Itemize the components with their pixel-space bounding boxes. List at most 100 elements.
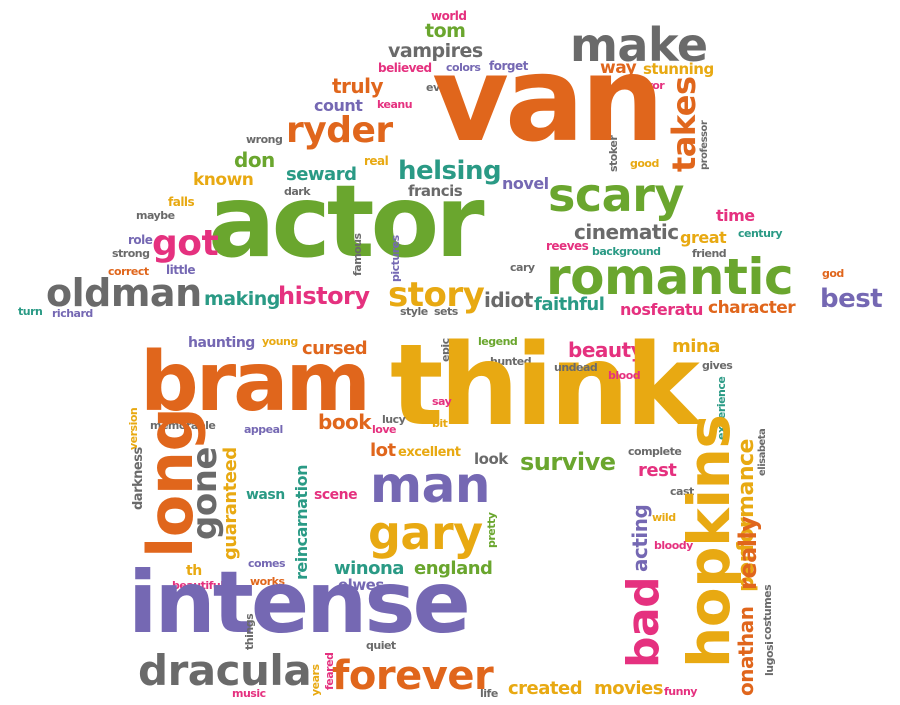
word-scary: scary — [548, 168, 684, 222]
word-turn: turn — [18, 305, 43, 318]
word-time: time — [716, 206, 755, 225]
word-life: life — [480, 687, 498, 700]
word-feared: feared — [323, 652, 336, 690]
word-takes: takes — [665, 76, 703, 172]
word-francis: francis — [408, 182, 463, 200]
word-romantic: romantic — [546, 248, 794, 306]
word-make: make — [570, 18, 708, 72]
word-gives: gives — [702, 359, 733, 372]
word-really: really — [734, 516, 762, 590]
word-got: got — [152, 223, 219, 264]
word-bad: bad — [618, 576, 669, 668]
word-real: real — [364, 154, 389, 168]
word-count: count — [314, 96, 363, 115]
word-famous: famous — [351, 233, 364, 276]
word-rest: rest — [638, 460, 677, 481]
word-believed: believed — [378, 61, 432, 75]
word-novel: novel — [502, 174, 549, 193]
word-seward: seward — [286, 164, 357, 185]
word-th: th — [186, 563, 202, 579]
word-winona: winona — [334, 558, 404, 579]
word-cast: cast — [670, 485, 694, 498]
word-gone: gone — [185, 447, 225, 540]
word-acting: acting — [628, 504, 652, 572]
word-actor: actor — [208, 163, 485, 280]
word-idiot: idiot — [484, 288, 533, 312]
word-character: character — [708, 298, 796, 318]
word-great: great — [680, 228, 727, 247]
word-gary: gary — [368, 506, 483, 560]
word-style: style — [400, 305, 428, 318]
word-say: say — [432, 395, 452, 408]
word-nosferatu: nosferatu — [620, 300, 703, 319]
word-richard: richard — [52, 307, 93, 320]
word-appeal: appeal — [244, 423, 283, 436]
word-survive: survive — [520, 448, 616, 476]
word-oldman: oldman — [46, 271, 202, 315]
word-haunting: haunting — [188, 335, 255, 351]
word-background: background — [592, 245, 661, 258]
word-keanu: keanu — [377, 98, 413, 111]
word-young: young — [262, 335, 298, 348]
word-funny: funny — [664, 685, 697, 698]
word-book: book — [318, 410, 372, 434]
word-lucy: lucy — [382, 413, 406, 426]
word-god: god — [822, 267, 844, 280]
word-years: years — [309, 664, 322, 696]
word-wasn: wasn — [246, 487, 285, 503]
word-undead: undead — [554, 361, 598, 374]
word-bram: bram — [140, 335, 371, 430]
word-don: don — [234, 148, 275, 172]
word-comes: comes — [248, 557, 286, 570]
word-wild: wild — [652, 511, 676, 524]
word-story: story — [388, 275, 485, 315]
word-wrong: wrong — [246, 133, 283, 146]
word-excellent: excellent — [398, 445, 461, 460]
word-sets: sets — [434, 305, 458, 318]
word-elwes: elwes — [338, 576, 384, 594]
word-maybe: maybe — [136, 209, 175, 222]
word-man: man — [370, 456, 490, 514]
word-forever: forever — [332, 653, 494, 699]
word-making: making — [204, 288, 280, 310]
word-falls: falls — [168, 195, 195, 209]
word-jonathan: onathan — [734, 606, 758, 696]
word-england: england — [414, 558, 493, 579]
word-legend: legend — [478, 335, 518, 348]
word-bloody: bloody — [654, 539, 693, 552]
word-colors: colors — [446, 61, 481, 74]
word-things: things — [243, 613, 256, 650]
word-tom: tom — [425, 20, 466, 42]
word-correct: correct — [108, 265, 149, 278]
word-helsing: helsing — [398, 156, 502, 186]
word-look: look — [474, 450, 508, 468]
word-best: best — [820, 284, 883, 314]
word-think: think — [390, 321, 700, 451]
word-little: little — [166, 263, 195, 277]
word-created: created — [508, 678, 583, 699]
word-complete: complete — [628, 445, 682, 458]
word-role: role — [128, 233, 153, 247]
word-scene: scene — [314, 487, 358, 503]
word-movies: movies — [594, 678, 663, 699]
word-beautiful: beautiful — [172, 579, 224, 592]
word-lot: lot — [370, 440, 396, 461]
word-known: known — [193, 170, 254, 190]
word-reeves: reeves — [546, 239, 589, 253]
word-costumes: costumes — [761, 584, 774, 640]
word-truly: truly — [332, 74, 384, 98]
word-blood: blood — [608, 369, 641, 382]
word-century: century — [738, 227, 783, 240]
word-van: van — [432, 30, 665, 168]
word-cary: cary — [510, 261, 535, 274]
word-music: music — [232, 687, 266, 700]
word-faithful: faithful — [534, 294, 605, 315]
word-cinematic: cinematic — [574, 220, 679, 244]
word-horror: horror — [628, 79, 665, 92]
word-evil: evil — [426, 81, 447, 94]
word-beauty: beauty — [568, 338, 644, 362]
word-lugosi: lugosi — [763, 641, 776, 676]
word-way: way — [600, 58, 637, 78]
word-good: good — [630, 157, 659, 170]
word-dracula: dracula — [138, 646, 312, 695]
